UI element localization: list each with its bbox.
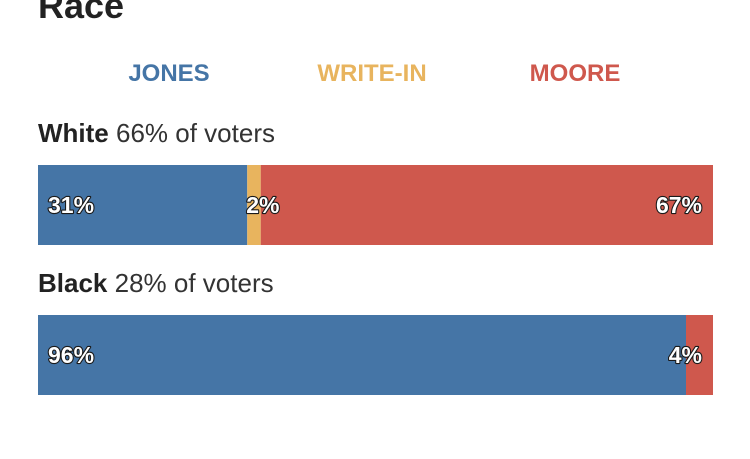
group-share: 66% of voters bbox=[116, 118, 275, 148]
bar-segment-black-moore bbox=[686, 315, 713, 395]
bar-segment-white-write-in bbox=[247, 165, 261, 245]
legend-item-moore: MOORE bbox=[529, 60, 621, 87]
chart-title: Race bbox=[38, 0, 125, 26]
data-label-black-moore: 4% bbox=[669, 342, 702, 368]
group-label-white: White 66% of voters bbox=[38, 118, 275, 148]
bar-segment-white-moore bbox=[260, 165, 713, 245]
bar-row-black: 96% 4% bbox=[38, 315, 713, 395]
data-label-white-jones: 31% bbox=[48, 192, 94, 218]
data-label-white-write-in: 2% bbox=[246, 192, 279, 218]
bar-segment-black-jones bbox=[38, 315, 686, 395]
group-name: White bbox=[38, 118, 109, 148]
group-share: 28% of voters bbox=[114, 268, 274, 298]
bar-row-white: 31% 2% 67% bbox=[38, 165, 713, 245]
data-label-white-moore: 67% bbox=[656, 192, 702, 218]
data-label-black-jones: 96% bbox=[48, 342, 94, 368]
stacked-bar-black: 96% 4% bbox=[38, 315, 713, 395]
legend-item-jones: JONES bbox=[128, 60, 210, 87]
bar-segment-white-jones bbox=[38, 165, 248, 245]
stacked-bar-white: 31% 2% 67% bbox=[38, 165, 713, 245]
group-label-black: Black 28% of voters bbox=[38, 268, 274, 298]
legend-item-write-in: WRITE-IN bbox=[317, 60, 427, 87]
group-name: Black bbox=[38, 268, 108, 298]
